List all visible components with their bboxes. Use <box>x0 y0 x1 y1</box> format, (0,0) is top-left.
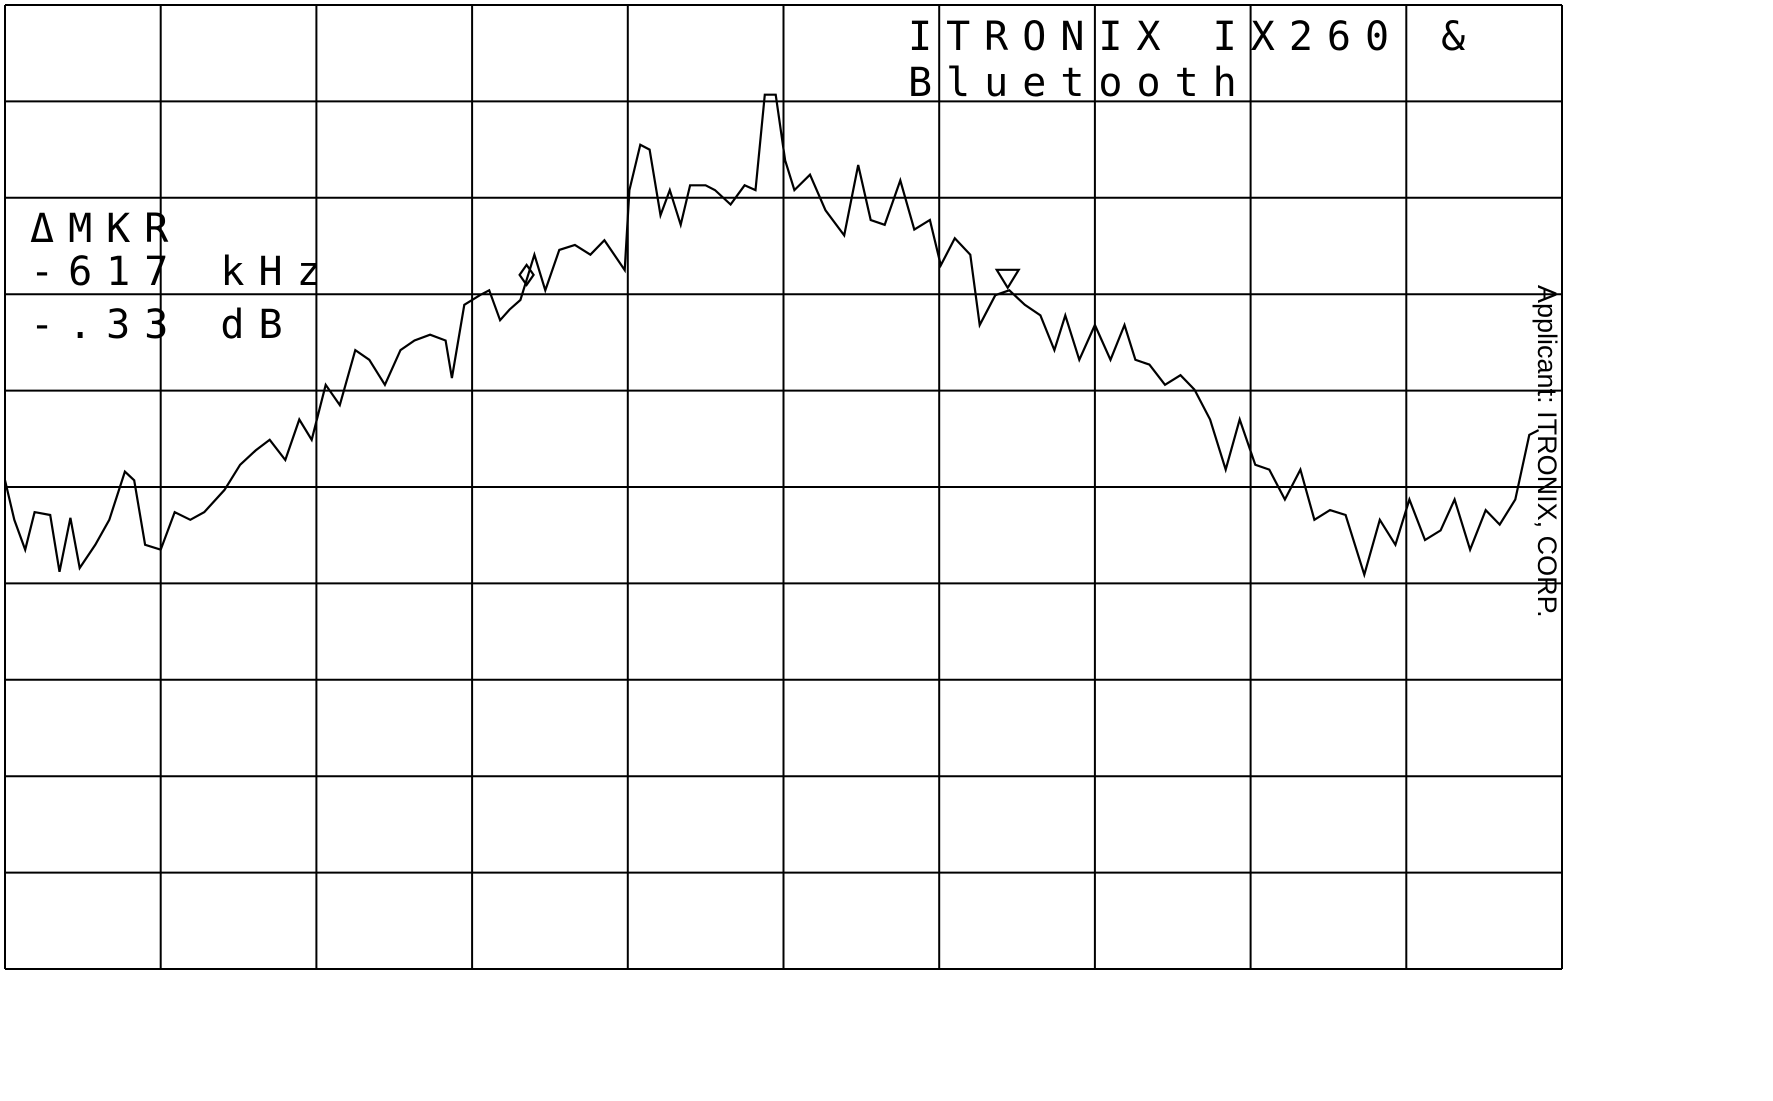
trace <box>3 93 1540 579</box>
side-note: Applicant: ITRONIX, CORP. <box>1532 285 1562 618</box>
annotation: ΔMKR <box>30 206 182 252</box>
annotation: -617 kHz <box>30 249 335 295</box>
marker <box>994 268 1021 290</box>
chart-title: ITRONIX IX260 & <box>908 14 1479 60</box>
annotation: -.33 dB <box>30 302 297 348</box>
chart-subtitle: Bluetooth <box>908 60 1251 106</box>
marker <box>518 263 535 287</box>
